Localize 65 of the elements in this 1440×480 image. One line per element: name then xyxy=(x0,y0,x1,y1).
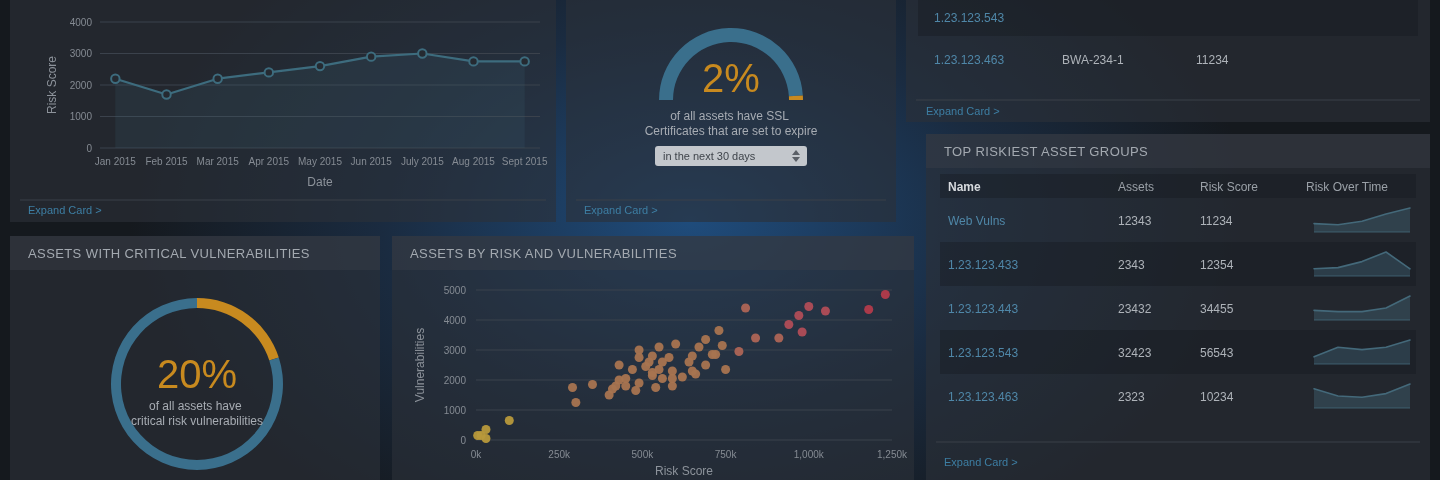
text: 1.23.123.443 xyxy=(948,302,1019,316)
x-tick-label: 250k xyxy=(548,449,572,460)
x-tick-label: Aug 2015 xyxy=(452,156,496,167)
y-tick-label: 0 xyxy=(460,434,467,446)
text: in the next 30 days xyxy=(663,150,756,162)
y-tick-label: 5000 xyxy=(443,284,467,296)
y-tick-label: 3000 xyxy=(69,48,93,59)
text: BWA-234-1 xyxy=(1062,53,1124,67)
x-tick-label: Apr 2015 xyxy=(248,156,290,167)
chart-title: ASSETS BY RISK AND VULNERABILITIES xyxy=(410,246,677,261)
x-tick-label: 500k xyxy=(631,449,655,460)
text: of all assets have SSL Certificates that are set to expire xyxy=(644,109,818,138)
y-tick-label: 1000 xyxy=(69,111,93,122)
chart-title: ASSETS WITH CRITICAL VULNERABILITIES xyxy=(28,246,310,261)
text: 32423 xyxy=(1118,346,1152,360)
text: 11234 xyxy=(1196,53,1229,67)
x-tick-label: Jan 2015 xyxy=(94,156,137,167)
text: Name xyxy=(948,180,982,194)
x-tick-label: Mar 2015 xyxy=(196,156,240,167)
text: TOP RISKIEST ASSET GROUPS xyxy=(944,144,1149,159)
text: of all assets have critical risk vulnerabilities xyxy=(130,399,264,428)
text: Expand Card > xyxy=(944,456,1018,468)
x-tick-label: 1,250k xyxy=(876,449,909,460)
x-tick-label: 1,000k xyxy=(793,449,825,460)
text: 10234 xyxy=(1200,390,1234,404)
text: Risk Over Time xyxy=(1306,180,1389,194)
x-axis-title: Date xyxy=(307,175,333,189)
text: Assets xyxy=(1118,180,1155,194)
text: 12343 xyxy=(1118,214,1152,228)
text: 20% xyxy=(156,352,238,396)
y-axis-title: Vulnerabilities xyxy=(413,327,427,403)
y-axis-title: Risk Score xyxy=(45,55,59,115)
y-tick-label: 2000 xyxy=(69,79,93,91)
x-tick-label: Jun 2015 xyxy=(350,156,393,167)
text: Expand Card > xyxy=(926,105,1000,117)
y-tick-label: 4000 xyxy=(443,314,467,326)
text: Risk Score xyxy=(1200,180,1259,194)
x-tick-label: May 2015 xyxy=(298,156,343,167)
text: 2343 xyxy=(1118,258,1146,272)
text: 1.23.123.543 xyxy=(934,11,1005,25)
y-tick-label: 4000 xyxy=(69,16,93,28)
text: 11234 xyxy=(1200,214,1233,228)
x-tick-label: Sept 2015 xyxy=(501,156,548,167)
text: 56543 xyxy=(1200,346,1234,360)
text: 1.23.123.463 xyxy=(948,390,1019,404)
text: 1.23.123.433 xyxy=(948,258,1019,272)
text: 1.23.123.543 xyxy=(948,346,1019,360)
text: 23432 xyxy=(1118,302,1152,316)
text: Expand Card > xyxy=(28,204,102,216)
text: 1.23.123.463 xyxy=(934,53,1005,67)
text: Expand Card > xyxy=(584,204,658,216)
x-tick-label: July 2015 xyxy=(400,156,445,167)
text: 2% xyxy=(702,56,760,100)
y-tick-label: 2000 xyxy=(443,374,467,386)
text: 12354 xyxy=(1200,258,1234,272)
y-tick-label: 0 xyxy=(86,142,93,154)
text: Web Vulns xyxy=(948,214,1006,228)
x-axis-title: Risk Score xyxy=(654,464,714,478)
x-tick-label: 0k xyxy=(470,449,483,460)
x-tick-label: Feb 2015 xyxy=(145,156,189,167)
text: 2323 xyxy=(1118,390,1146,404)
y-tick-label: 1000 xyxy=(443,404,467,416)
y-tick-label: 3000 xyxy=(443,344,467,356)
x-tick-label: 750k xyxy=(714,449,738,460)
text: 34455 xyxy=(1200,302,1234,316)
